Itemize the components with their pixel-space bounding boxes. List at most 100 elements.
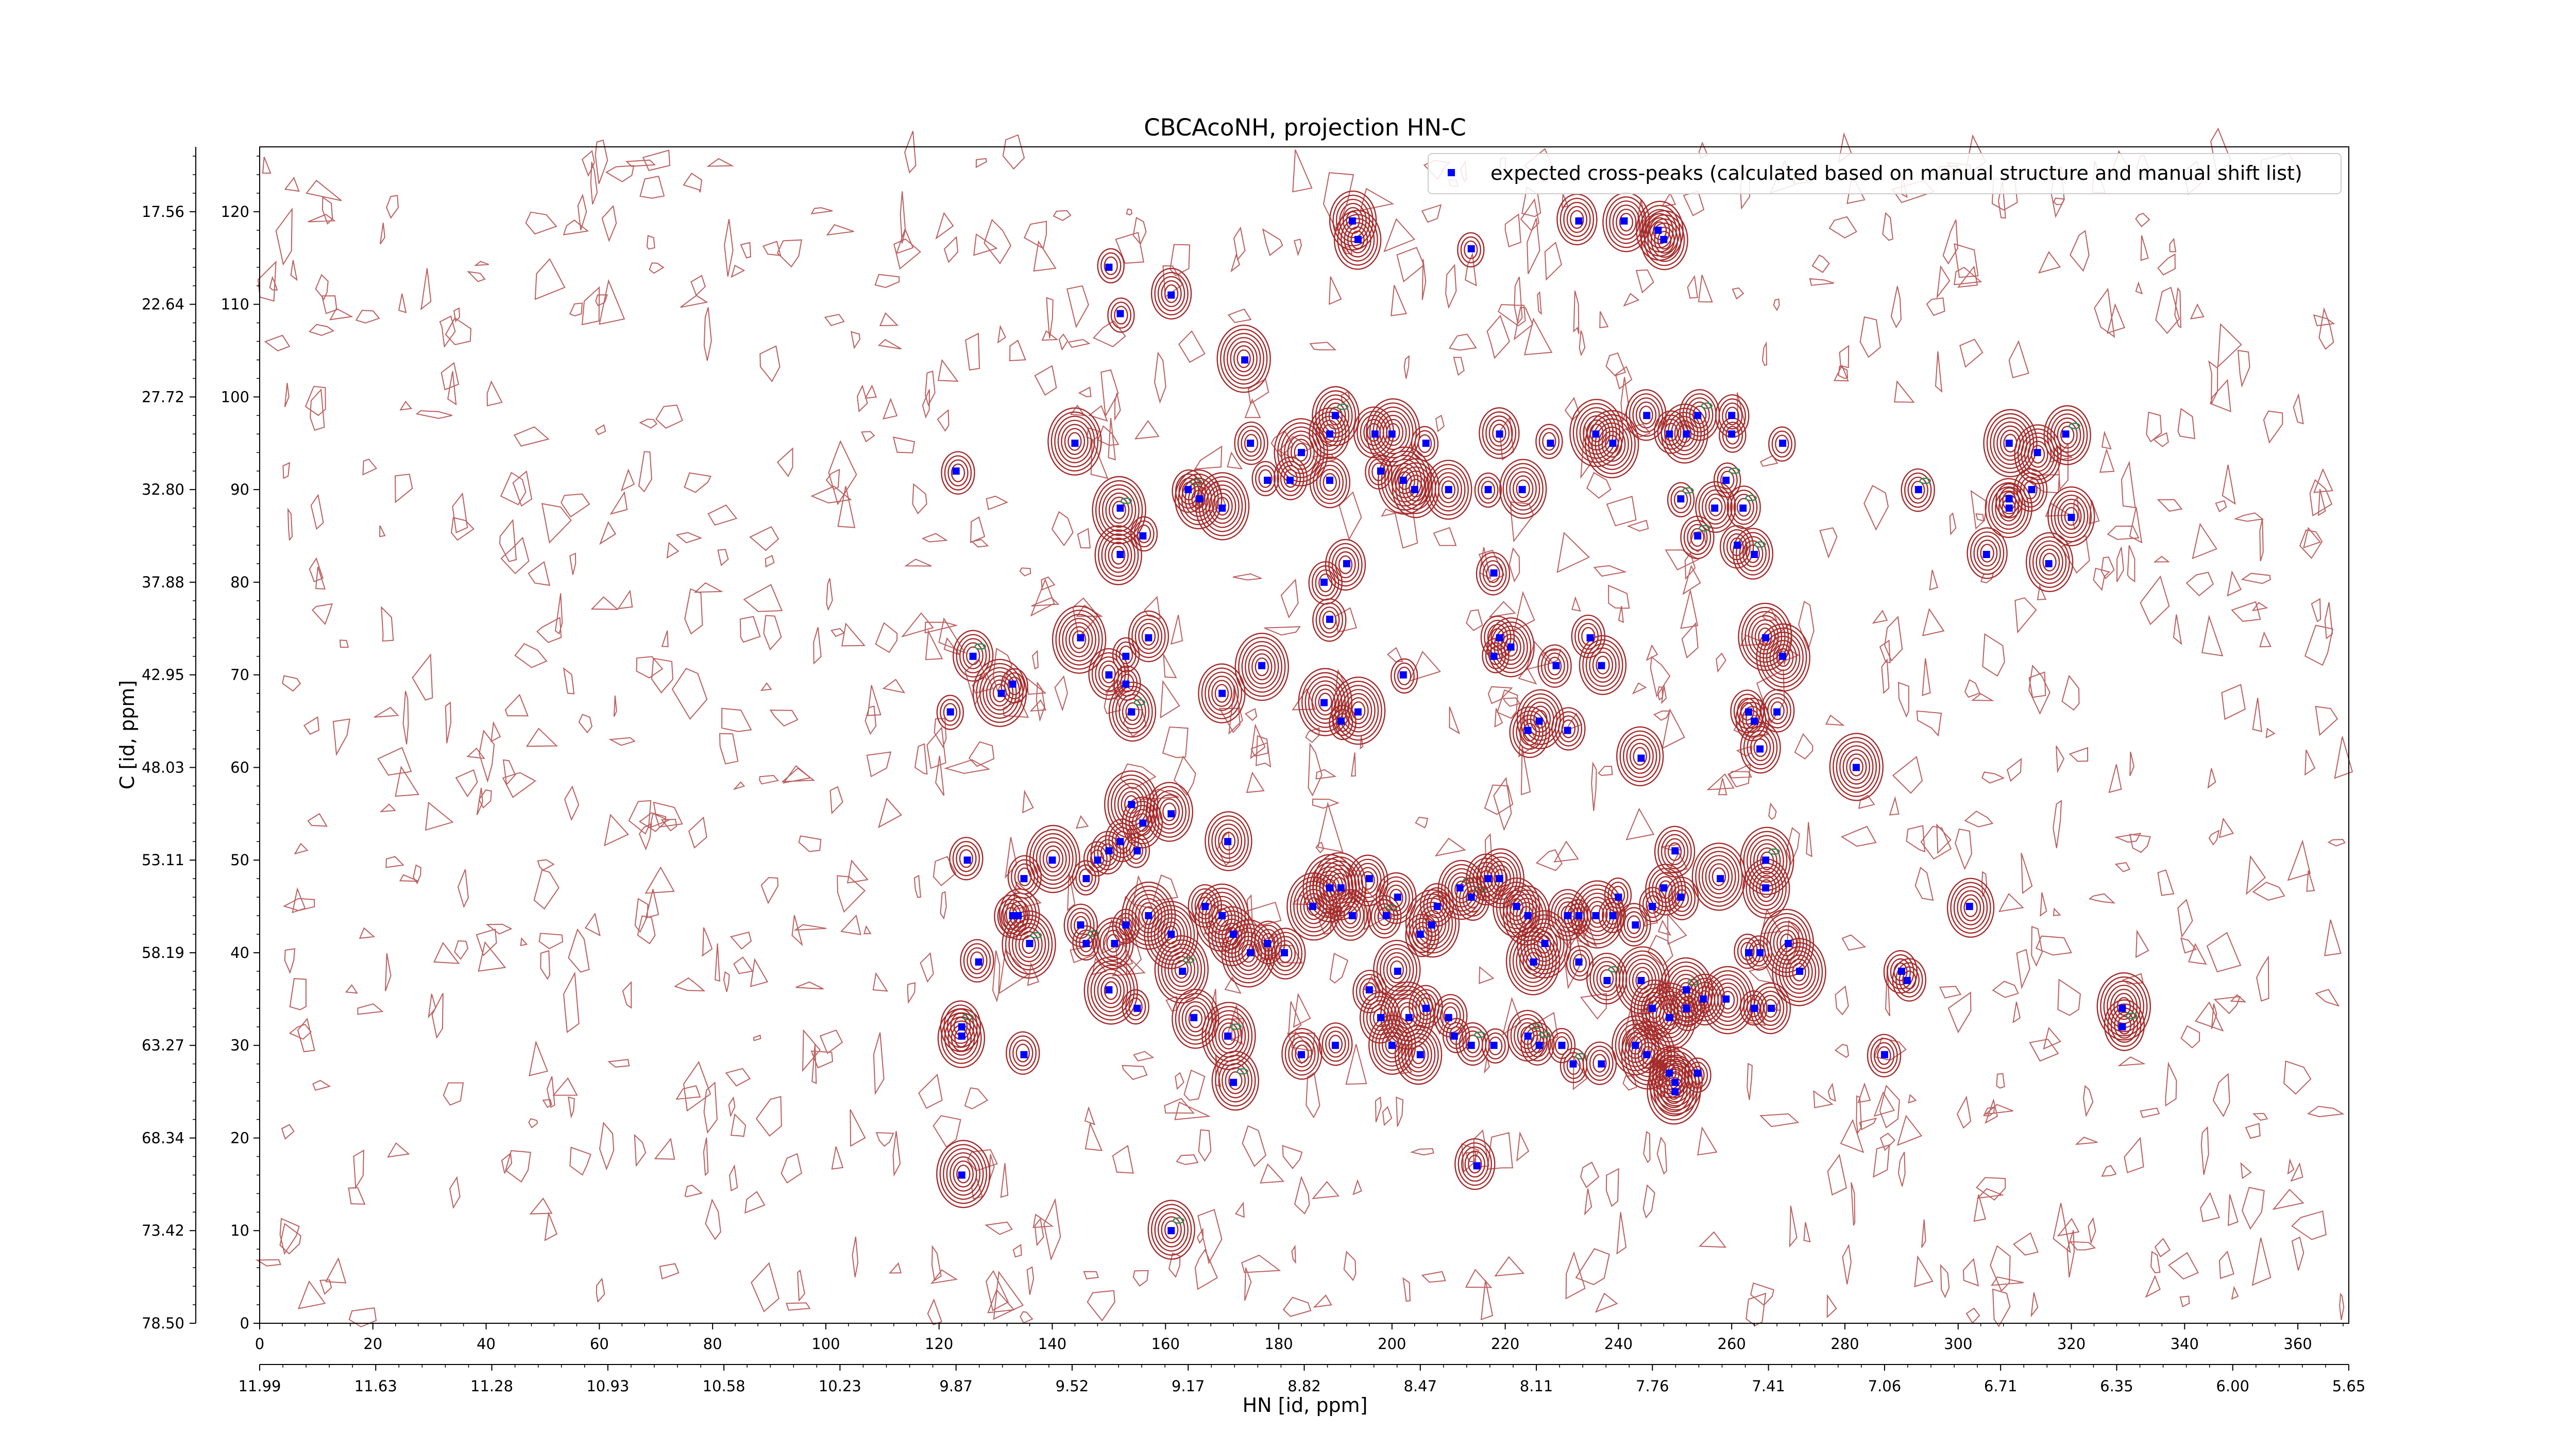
peak-contour xyxy=(1444,868,1479,912)
x2-tick-label: 6.35 xyxy=(2100,1377,2133,1395)
peak-contour xyxy=(1582,639,1623,691)
peak-contour xyxy=(1743,726,1778,770)
peak-contour xyxy=(1319,606,1340,634)
x-tick-label: 280 xyxy=(1831,1335,1859,1353)
peak-contour xyxy=(1589,1050,1611,1077)
peak-contour xyxy=(2104,999,2145,1051)
peak-contour xyxy=(1237,426,1265,461)
peak-contour xyxy=(1409,893,1456,954)
peak-contour xyxy=(1042,845,1064,873)
peak-contour xyxy=(1321,398,1350,434)
cross-peak-point xyxy=(1575,958,1583,966)
peak-contour xyxy=(1079,933,1093,953)
peak-contour xyxy=(1533,931,1555,958)
cross-peak-point xyxy=(1224,838,1232,846)
cross-peak-point xyxy=(2119,1023,2126,1031)
peak-contour xyxy=(1530,1034,1545,1053)
cross-peak-point xyxy=(1467,894,1475,901)
x2-tick-label: 6.71 xyxy=(1984,1377,2018,1395)
peak-contour xyxy=(1308,680,1343,724)
cross-peak-point xyxy=(1105,671,1113,679)
peak-contour xyxy=(1333,210,1382,270)
peak-contour xyxy=(1104,981,1118,1000)
peak-contour xyxy=(1092,476,1146,545)
legend-marker xyxy=(1448,169,1455,176)
peak-contour xyxy=(1960,894,1981,921)
peak-contour xyxy=(1482,560,1504,587)
peak-contour xyxy=(1782,950,1817,994)
peak-contour xyxy=(1201,891,1243,944)
peak-contour xyxy=(1091,652,1126,696)
peak-contour xyxy=(1711,867,1726,886)
cross-peak-point xyxy=(1558,1041,1566,1049)
peak-contour xyxy=(1367,895,1402,939)
x-tick-label: 100 xyxy=(811,1335,840,1353)
peak-contour xyxy=(1607,881,1629,909)
cross-peak-point xyxy=(1711,504,1719,512)
negative-contour xyxy=(974,643,986,650)
peak-contour xyxy=(1586,1046,1614,1081)
peak-contour xyxy=(1622,734,1657,778)
y-tick-label: 20 xyxy=(230,1129,249,1147)
x-tick-label: 20 xyxy=(363,1335,382,1353)
peak-contour xyxy=(1195,472,1250,541)
negative-contour xyxy=(1575,1053,1587,1060)
peak-contour xyxy=(1730,490,1758,525)
peak-contour xyxy=(2023,480,2038,500)
peak-contour xyxy=(1554,1036,1569,1055)
y-tick-label: 40 xyxy=(230,944,249,962)
peak-contour xyxy=(1738,602,1792,671)
peak-contour xyxy=(1877,1046,1891,1065)
cross-peak-point xyxy=(1264,940,1272,947)
peak-contour xyxy=(1067,432,1082,451)
peak-contour xyxy=(1228,1071,1243,1090)
peak-contour xyxy=(1705,493,1726,521)
cross-peak-point xyxy=(1445,1014,1452,1021)
peak-contour xyxy=(1340,901,1361,929)
peak-contour xyxy=(1294,443,1308,462)
y-tick-label: 100 xyxy=(221,388,249,406)
peak-contour xyxy=(1015,926,1043,963)
x2-tick-label: 8.47 xyxy=(1403,1377,1437,1395)
peak-contour xyxy=(1126,837,1147,864)
y-axis-label: C [id, ppm] xyxy=(116,680,139,789)
peak-contour xyxy=(1368,1015,1416,1075)
peak-contour xyxy=(1785,954,1813,990)
peak-contour xyxy=(1221,832,1236,851)
cross-peak-point xyxy=(1490,569,1498,577)
peak-contour xyxy=(1344,222,1371,258)
peak-contour xyxy=(1509,471,1537,507)
cross-peak-point xyxy=(1564,727,1571,734)
peak-contour xyxy=(1354,863,1382,898)
peak-contour xyxy=(1775,942,1823,1002)
peak-contour xyxy=(1108,542,1129,569)
peak-contour xyxy=(1419,883,1454,927)
y2-tick-label: 73.42 xyxy=(142,1222,184,1239)
x2-tick-label: 10.93 xyxy=(586,1377,629,1395)
peak-contour xyxy=(2113,992,2134,1020)
peak-contour xyxy=(1512,710,1547,754)
peak-contour xyxy=(1154,272,1189,316)
peak-contour xyxy=(1283,469,1298,488)
peak-contour xyxy=(1274,418,1328,486)
peak-contour xyxy=(1990,417,2031,469)
y2-tick-label: 42.95 xyxy=(142,666,184,684)
peak-contour xyxy=(1579,635,1627,695)
peak-contour xyxy=(1465,1034,1480,1054)
cross-peak-point xyxy=(1535,1041,1543,1049)
peak-contour xyxy=(1486,564,1500,583)
peak-contour xyxy=(1626,915,1641,934)
cross-peak-point xyxy=(1201,903,1209,911)
peak-contour xyxy=(1662,1063,1690,1099)
cross-peak-point xyxy=(1348,217,1356,225)
cross-peak-point xyxy=(1683,1004,1690,1012)
legend[interactable]: expected cross-peaks (calculated based o… xyxy=(1428,153,2342,194)
peak-contour xyxy=(1379,876,1414,920)
peak-contour xyxy=(1462,885,1483,913)
peak-contour xyxy=(2103,980,2144,1033)
peak-contour xyxy=(1201,1002,1256,1070)
peak-contour xyxy=(1670,486,1691,513)
x-axis-label: HN [id, ppm] xyxy=(1243,1394,1368,1417)
peak-contour xyxy=(1895,962,1923,998)
cross-peak-point xyxy=(1484,486,1492,494)
